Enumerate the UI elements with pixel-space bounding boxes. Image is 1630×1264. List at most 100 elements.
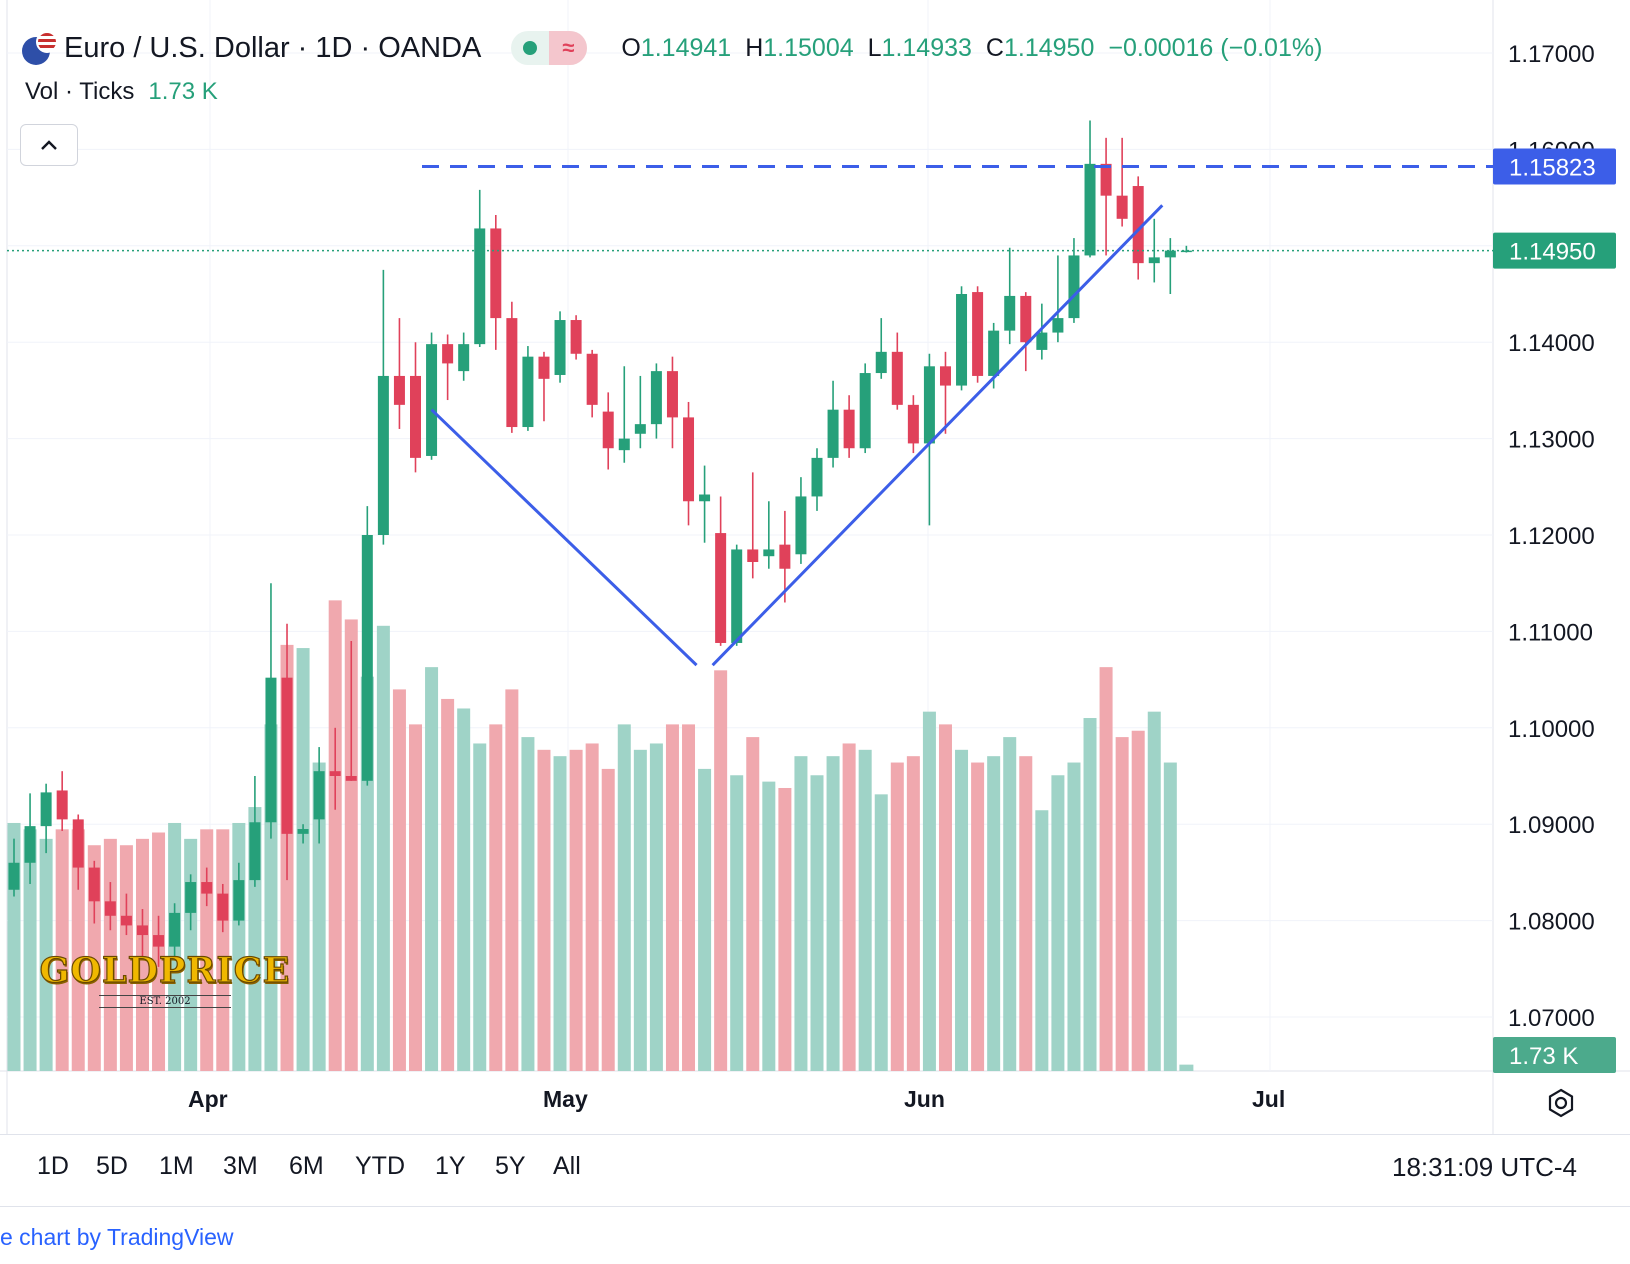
- tf-6m-button[interactable]: 6M: [289, 1152, 324, 1180]
- symbol-title[interactable]: Euro / U.S. Dollar · 1D · OANDA: [64, 31, 482, 64]
- candle-body: [1052, 318, 1064, 333]
- candle: [634, 375, 646, 449]
- candle-body: [1132, 186, 1144, 264]
- volume-bar: [842, 743, 856, 1071]
- approx-icon[interactable]: ≈: [549, 31, 588, 65]
- tradingview-credit-link[interactable]: e chart by TradingView: [0, 1224, 234, 1250]
- candle: [217, 883, 229, 933]
- candle-body: [458, 344, 470, 372]
- candle: [1068, 238, 1080, 323]
- candle-body: [24, 826, 36, 863]
- candle: [72, 814, 84, 890]
- candle: [40, 783, 52, 854]
- candle: [939, 351, 951, 434]
- settings-gear-icon[interactable]: [1544, 1086, 1578, 1120]
- tf-1m-button[interactable]: 1M: [159, 1152, 194, 1180]
- price-tick-label: 1.14000: [1508, 330, 1595, 357]
- candle-body: [490, 228, 502, 319]
- candle-body: [72, 819, 84, 868]
- candle: [297, 824, 309, 844]
- volume-badge-text: 1.73 K: [1509, 1043, 1578, 1070]
- candle-body: [442, 344, 454, 364]
- volume-bar: [425, 667, 439, 1071]
- timeframe-bar: [0, 1134, 1630, 1205]
- candle-body: [88, 867, 100, 902]
- candle: [361, 506, 373, 786]
- candle-body: [474, 228, 486, 345]
- volume-bar: [39, 838, 53, 1071]
- volume-bar: [521, 737, 535, 1071]
- candle: [56, 771, 68, 831]
- price-tick-label: 1.08000: [1508, 909, 1595, 936]
- tf-1y-button[interactable]: 1Y: [435, 1152, 466, 1180]
- candle-body: [731, 549, 743, 643]
- candle: [715, 496, 727, 646]
- candle: [650, 363, 662, 439]
- tf-5d-button[interactable]: 5D: [96, 1152, 128, 1180]
- candle-body: [1068, 255, 1080, 319]
- candle: [699, 465, 711, 543]
- volume-bar: [1003, 737, 1017, 1071]
- tf-5y-button[interactable]: 5Y: [495, 1152, 526, 1180]
- candle-body: [153, 935, 165, 947]
- volume-bar: [409, 724, 422, 1071]
- candle-body: [1020, 295, 1032, 343]
- candle-body: [715, 533, 727, 643]
- time-label-jun: Jun: [904, 1086, 945, 1112]
- candle-body: [618, 438, 630, 451]
- candle: [281, 623, 293, 881]
- status-pill[interactable]: ≈: [511, 31, 588, 65]
- volume-bar: [87, 845, 101, 1071]
- candle: [329, 727, 341, 810]
- candle-body: [666, 371, 678, 418]
- candle: [474, 189, 486, 348]
- candle: [522, 346, 534, 431]
- volume-bar: [890, 762, 904, 1071]
- volume-bar: [296, 648, 310, 1071]
- volume-bar: [344, 619, 358, 1071]
- candle: [602, 392, 614, 470]
- clock[interactable]: 18:31:09 UTC-4: [1392, 1152, 1577, 1182]
- candle-body: [650, 371, 662, 425]
- time-label-apr: Apr: [188, 1086, 228, 1112]
- candle: [249, 776, 261, 887]
- volume-bar: [1019, 756, 1033, 1071]
- candle-body: [956, 294, 968, 386]
- divider: [0, 1206, 1630, 1207]
- volume-value: 1.73 K: [148, 78, 218, 105]
- tf-all-button[interactable]: All: [553, 1152, 581, 1180]
- tf-ytd-button[interactable]: YTD: [355, 1152, 405, 1180]
- candle-body: [377, 375, 389, 535]
- candle-body: [972, 292, 984, 376]
- high-label: H: [745, 33, 764, 62]
- price-axis: 1.170001.160001.140001.130001.120001.110…: [1493, 41, 1616, 1073]
- candle: [1116, 137, 1128, 227]
- candle-body: [249, 822, 261, 881]
- candle-body: [233, 880, 245, 921]
- time-label-may: May: [543, 1086, 588, 1112]
- candle: [666, 356, 678, 449]
- candle-body: [506, 318, 518, 428]
- candle-body: [1084, 163, 1096, 256]
- candle: [233, 862, 245, 926]
- volume-bars: [7, 600, 1194, 1071]
- candle-body: [265, 677, 277, 823]
- candle-body: [361, 535, 373, 781]
- tf-3m-button[interactable]: 3M: [223, 1152, 258, 1180]
- price-tick-label: 1.13000: [1508, 427, 1595, 454]
- tf-1d-button[interactable]: 1D: [37, 1152, 69, 1180]
- volume-bar: [1147, 711, 1161, 1071]
- volume-bar: [746, 737, 760, 1071]
- volume-bar: [633, 749, 647, 1071]
- resistance-price-badge-text: 1.15823: [1509, 154, 1596, 181]
- candle-body: [136, 925, 148, 936]
- price-tick-label: 1.17000: [1508, 41, 1595, 68]
- candle: [795, 477, 807, 564]
- trendline: [430, 408, 698, 667]
- collapse-legend-button[interactable]: [20, 124, 78, 166]
- high-value: 1.15004: [763, 33, 854, 62]
- candle-body: [426, 344, 438, 456]
- volume-legend[interactable]: Vol · Ticks 1.73 K: [25, 78, 218, 106]
- candle: [1020, 292, 1032, 372]
